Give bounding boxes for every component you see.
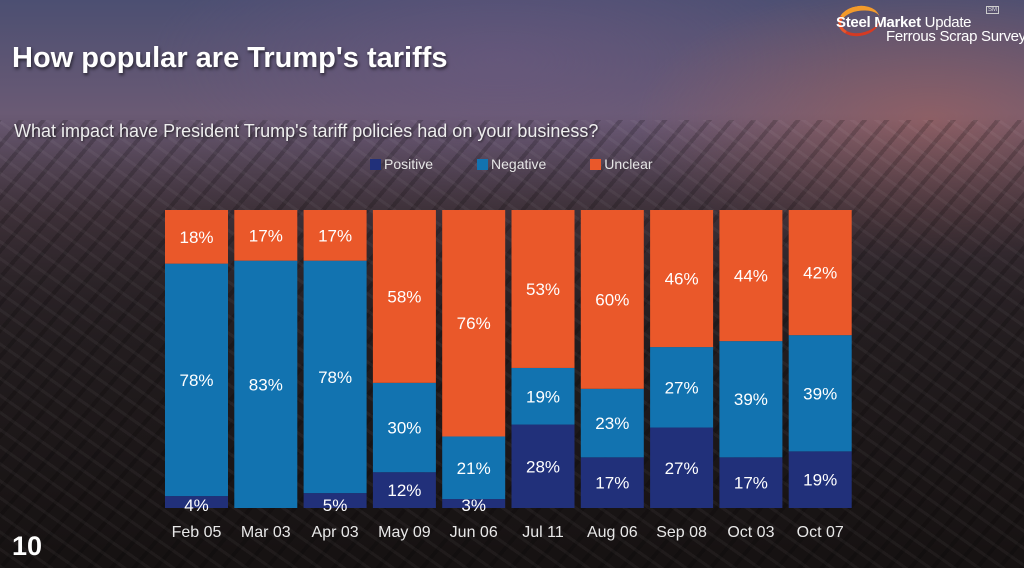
data-label-positive: 3%: [461, 496, 486, 515]
bar-segment-positive: [719, 457, 783, 508]
data-label-negative: 39%: [803, 384, 837, 403]
data-label-negative: 83%: [249, 375, 283, 394]
data-label-positive: 12%: [387, 481, 421, 500]
x-tick-label: May 09: [378, 524, 431, 541]
bar-segment-negative: [372, 382, 436, 473]
bar-segment-negative: [234, 260, 298, 508]
bar-segment-negative: [719, 341, 783, 458]
data-label-unclear: 17%: [249, 226, 283, 245]
legend-item-negative: Negative: [477, 156, 546, 172]
x-tick-label: Jul 11: [522, 524, 564, 541]
bar-segment-positive: [442, 499, 506, 508]
bar-segment-positive: [788, 451, 852, 508]
bar-group: 3% 21% 76% Jun 06: [442, 210, 506, 541]
legend-label-positive: Positive: [384, 156, 434, 172]
bar-group: 5% 78% 17% Apr 03: [303, 210, 367, 541]
bar-segment-unclear: [580, 210, 644, 389]
x-tick-label: Jun 06: [450, 524, 498, 541]
legend-label-unclear: Unclear: [604, 156, 653, 172]
bar-group: 27% 27% 46% Sep 08: [650, 210, 714, 541]
data-label-unclear: 60%: [595, 290, 629, 309]
data-label-negative: 39%: [734, 390, 768, 409]
bar-segment-negative: [442, 436, 506, 500]
bar-segment-unclear: [372, 210, 436, 383]
data-label-positive: 28%: [526, 457, 560, 476]
logo-badge: SM: [986, 6, 999, 14]
bar-segment-negative: [165, 263, 228, 497]
bar-group: 17% 23% 60% Aug 06: [580, 210, 644, 541]
data-label-negative: 27%: [665, 378, 699, 397]
bar-group: 17% 39% 44% Oct 03: [719, 210, 783, 541]
legend-swatch-positive: [370, 158, 381, 170]
x-tick-label: Sep 08: [656, 524, 707, 541]
bar-segment-unclear: [719, 210, 783, 342]
data-label-unclear: 17%: [318, 226, 352, 245]
legend-item-positive: Positive: [370, 156, 433, 172]
bar-segment-negative: [511, 367, 575, 425]
bar-segment-unclear: [165, 210, 228, 264]
bar-segment-unclear: [511, 210, 575, 368]
data-label-negative: 78%: [318, 368, 352, 387]
bar-segment-unclear: [303, 210, 367, 261]
data-label-unclear: 76%: [457, 314, 491, 333]
x-tick-label: Oct 03: [727, 524, 774, 541]
x-tick-label: Mar 03: [241, 524, 291, 541]
bar-segment-unclear: [650, 210, 714, 348]
slide-title: How popular are Trump's tariffs: [12, 42, 448, 74]
data-label-negative: 19%: [526, 387, 560, 406]
x-tick-label: Aug 06: [587, 524, 638, 541]
bar-group: 4% 78% 18% Feb 05: [165, 210, 228, 541]
bar-segment-negative: [580, 388, 644, 458]
bar-segment-unclear: [788, 210, 852, 336]
data-label-positive: 5%: [323, 496, 348, 515]
logo-subtitle: Ferrous Scrap Survey: [886, 28, 1024, 45]
bar-segment-negative: [788, 335, 852, 452]
data-label-unclear: 18%: [179, 228, 213, 247]
data-label-negative: 78%: [179, 371, 213, 390]
x-tick-label: Oct 07: [797, 524, 844, 541]
data-label-positive: 4%: [184, 496, 209, 515]
data-label-unclear: 46%: [665, 270, 699, 289]
bar-group: 19% 39% 42% Oct 07: [788, 210, 852, 541]
bar-segment-negative: [303, 260, 367, 494]
legend-item-unclear: Unclear: [590, 156, 653, 172]
bar-group: 83% 17% Mar 03: [234, 210, 298, 541]
bar-segment-negative: [650, 347, 714, 428]
data-label-unclear: 44%: [734, 267, 768, 286]
x-tick-label: Apr 03: [312, 524, 359, 541]
data-label-negative: 21%: [457, 459, 491, 478]
data-label-positive: 17%: [734, 474, 768, 493]
chart-legend: Positive Negative Unclear: [370, 156, 697, 172]
x-tick-label: Feb 05: [172, 524, 222, 541]
page-number: 10: [12, 531, 43, 561]
bar-segment-positive: [511, 424, 575, 508]
survey-question: What impact have President Trump's tarif…: [14, 121, 599, 141]
bar-segment-unclear: [234, 210, 298, 261]
data-label-negative: 23%: [595, 414, 629, 433]
legend-swatch-unclear: [590, 158, 602, 170]
bar-segment-unclear: [442, 210, 506, 437]
bar-segment-positive: [165, 496, 228, 508]
data-label-unclear: 42%: [803, 264, 837, 283]
bar-group: 28% 19% 53% Jul 11: [511, 210, 575, 541]
data-label-positive: 27%: [665, 459, 699, 478]
logo-brand: Steel Market Update: [836, 14, 972, 31]
data-label-negative: 30%: [387, 419, 421, 438]
legend-label-negative: Negative: [491, 156, 547, 172]
bar-segment-positive: [580, 457, 644, 508]
legend-swatch-negative: [477, 158, 489, 170]
data-label-unclear: 58%: [387, 287, 421, 306]
bar-segment-positive: [372, 472, 436, 508]
steel-market-update-logo: Steel Market Update Ferrous Scrap Survey…: [834, 2, 1024, 45]
bar-segment-positive: [650, 427, 714, 508]
bar-segment-positive: [303, 493, 367, 508]
data-label-positive: 19%: [803, 471, 837, 490]
bar-group: 12% 30% 58% May 09: [372, 210, 436, 541]
data-label-positive: 17%: [595, 474, 629, 493]
data-label-unclear: 53%: [526, 280, 560, 299]
